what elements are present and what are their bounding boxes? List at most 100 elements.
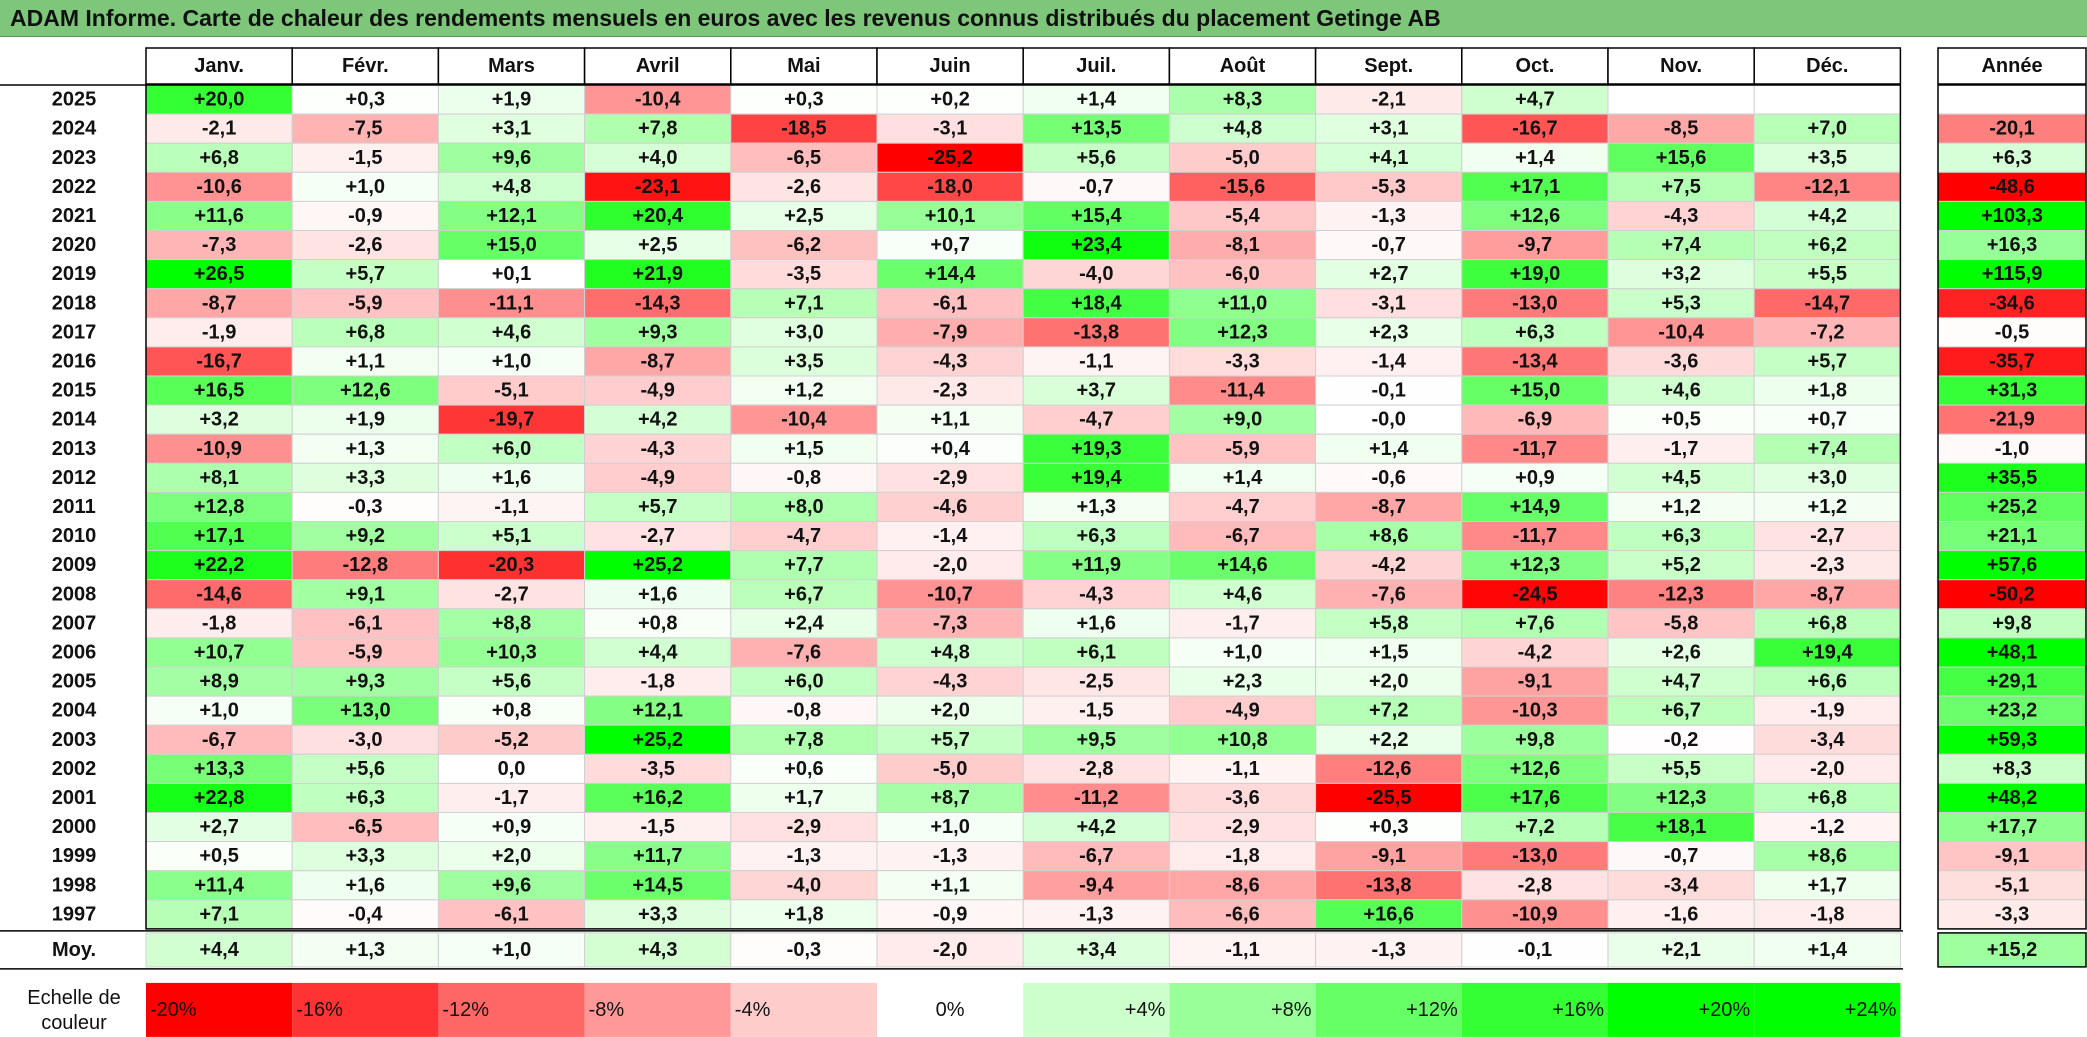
average-cell <box>1022 932 1170 968</box>
heatmap-cell <box>876 666 1024 697</box>
color-scale-swatch <box>1023 982 1170 1037</box>
heatmap-cell-value: -1,3 <box>787 845 821 867</box>
heatmap-cell-value: -6,7 <box>1079 845 1113 867</box>
heatmap-cell-value: -5,9 <box>348 641 382 663</box>
heatmap-cell-value: +4,0 <box>638 147 677 169</box>
heatmap-cell-value: -10,7 <box>927 583 973 605</box>
heatmap-cell <box>1753 317 1901 348</box>
heatmap-cell-value: -1,8 <box>1810 903 1844 925</box>
heatmap-cell <box>876 230 1024 261</box>
average-cell-value: -0,3 <box>787 939 821 961</box>
heatmap-cell-value: -2,9 <box>1225 816 1259 838</box>
heatmap-cell-value: +23,4 <box>1071 234 1122 256</box>
heatmap-cell <box>437 870 586 901</box>
color-scale-swatch <box>730 982 877 1037</box>
heatmap-cell-value: +5,1 <box>492 525 531 547</box>
heatmap-cell-value: +2,5 <box>784 205 823 227</box>
heatmap-cell-value: +1,6 <box>1077 612 1116 634</box>
heatmap-cell-value: +0,5 <box>1661 409 1700 431</box>
color-scale-step-label: +8% <box>1271 999 1312 1021</box>
heatmap-cell-value: -3,6 <box>1664 350 1698 372</box>
heatmap-cell <box>1022 259 1170 290</box>
heatmap-cell-value: -12,3 <box>1658 583 1704 605</box>
average-cell-value: -1,3 <box>1371 939 1405 961</box>
heatmap-cell-value: -18,5 <box>781 118 827 140</box>
heatmap-cell <box>876 608 1024 639</box>
heatmap-cell <box>730 288 878 319</box>
heatmap-cell-value: +2,0 <box>1369 671 1408 693</box>
heatmap-cell-value: +6,3 <box>1077 525 1116 547</box>
heatmap-cell <box>584 550 732 581</box>
row-year-label: 2017 <box>52 321 97 343</box>
heatmap-cell-value: -11,2 <box>1074 787 1118 809</box>
heatmap-cell-value: -3,4 <box>1810 729 1845 751</box>
color-scale-step-label: +20% <box>1698 999 1750 1021</box>
heatmap-cell-value: -4,6 <box>933 496 967 518</box>
heatmap-cell-value: -11,7 <box>1513 438 1557 460</box>
heatmap-cell-value: -5,8 <box>1664 612 1698 634</box>
color-scale-swatch <box>146 982 293 1037</box>
heatmap-cell <box>437 200 586 231</box>
heatmap-cell <box>1168 841 1317 872</box>
heatmap-cell <box>1168 695 1317 726</box>
heatmap-cell-value: +14,4 <box>925 263 976 285</box>
heatmap-cell <box>1607 171 1755 202</box>
heatmap-cell-value: -11,1 <box>489 292 533 314</box>
heatmap-cell <box>584 84 732 115</box>
average-annual-cell <box>1937 932 2087 968</box>
heatmap-cell-value: +6,8 <box>346 321 385 343</box>
heatmap-cell <box>730 433 878 464</box>
color-scale-step-label: +16% <box>1552 999 1604 1021</box>
heatmap-cell <box>584 870 732 901</box>
heatmap-cell-value: +6,7 <box>1661 700 1700 722</box>
heatmap-cell-value: +2,3 <box>1369 321 1408 343</box>
heatmap-cell-value: +3,0 <box>1808 467 1847 489</box>
heatmap-cell-value: +26,5 <box>194 263 245 285</box>
heatmap-cell-value: -2,7 <box>494 583 528 605</box>
month-header-cell <box>1314 47 1463 85</box>
heatmap-cell-value: -4,9 <box>640 467 674 489</box>
heatmap-cell-value: -2,8 <box>1079 758 1113 780</box>
heatmap-cell-value: +7,8 <box>638 118 677 140</box>
row-year-label: 2004 <box>52 700 97 722</box>
heatmap-cell-value: -1,5 <box>640 816 674 838</box>
heatmap-cell-value: +17,1 <box>1510 176 1561 198</box>
heatmap-cell-value: -8,5 <box>1664 118 1698 140</box>
heatmap-cell <box>291 375 439 406</box>
heatmap-cell-value: -4,0 <box>1079 263 1113 285</box>
heatmap-cell-value: -3,1 <box>1371 292 1405 314</box>
heatmap-cell-value: -9,1 <box>1518 671 1552 693</box>
heatmap-cell <box>584 142 732 173</box>
heatmap-cell <box>1022 724 1170 755</box>
average-cell <box>1607 932 1755 968</box>
heatmap-cell-value: +0,7 <box>930 234 969 256</box>
annual-cell-value: +31,3 <box>1987 380 2038 402</box>
average-cell <box>145 932 293 968</box>
heatmap-cell-value: -1,8 <box>1225 845 1259 867</box>
month-header-label: Juin <box>930 55 971 77</box>
heatmap-cell-value: +1,6 <box>638 583 677 605</box>
heatmap-cell <box>1315 113 1463 144</box>
heatmap-cell-value: -10,4 <box>781 409 827 431</box>
heatmap-cell <box>730 695 878 726</box>
heatmap-cell <box>1753 899 1901 930</box>
heatmap-cell-value: -16,7 <box>196 350 242 372</box>
heatmap-cell-value: -10,4 <box>1658 321 1704 343</box>
heatmap-cell <box>437 666 586 697</box>
annual-cell-value: -3,3 <box>1995 903 2029 925</box>
heatmap-cell-value: +8,7 <box>930 787 969 809</box>
month-header-label: Mars <box>488 55 535 77</box>
row-year-label: 2014 <box>52 409 97 431</box>
chart-title: ADAM Informe. Carte de chaleur des rende… <box>10 5 1441 31</box>
heatmap-cell <box>1168 462 1317 493</box>
heatmap-cell-value: +3,2 <box>1661 263 1700 285</box>
heatmap-cell-value: +6,8 <box>1808 612 1847 634</box>
row-year-label: 2021 <box>52 205 97 227</box>
heatmap-cell-value: -2,8 <box>1518 874 1552 896</box>
heatmap-cell-value: +12,3 <box>1217 321 1268 343</box>
average-cell-value: -1,1 <box>1225 939 1259 961</box>
heatmap-cell-value: +3,7 <box>1077 380 1116 402</box>
heatmap-cell <box>1168 579 1317 610</box>
heatmap-cell-value: -6,5 <box>787 147 821 169</box>
heatmap-cell-value: +15,6 <box>1656 147 1707 169</box>
